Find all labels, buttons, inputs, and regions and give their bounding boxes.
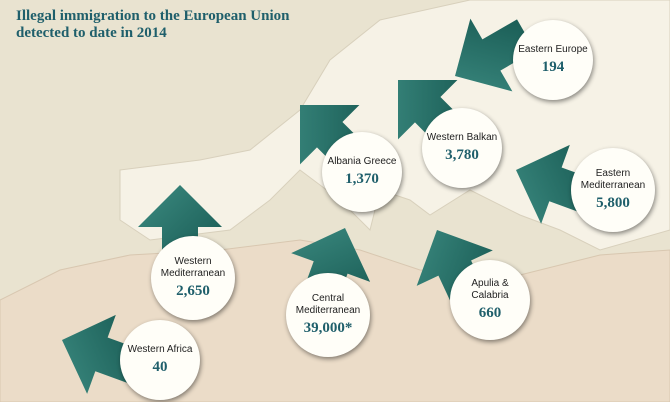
route-bubble: Eastern Mediterranean 5,800 [571, 148, 655, 232]
route-bubble: Eastern Europe 194 [513, 20, 593, 100]
route-name: Apulia & Calabria [471, 278, 509, 301]
route-name: Western Africa [127, 344, 193, 355]
route-value: 1,370 [345, 171, 379, 187]
route-bubble: Apulia & Calabria 660 [450, 260, 530, 340]
route-arrow [138, 185, 222, 267]
route-bubble: Western Mediterranean 2,650 [151, 236, 235, 320]
route-bubble: Central Mediterranean 39,000* [286, 273, 370, 357]
route-value: 5,800 [596, 195, 630, 211]
route-name: Western Balkan [426, 132, 498, 143]
route-bubble: Western Africa 40 [120, 320, 200, 400]
route-bubble: Albania Greece 1,370 [322, 132, 402, 212]
route-name: Eastern Europe [518, 44, 588, 55]
title: Illegal immigration to the European Unio… [16, 8, 290, 41]
route-bubble: Western Balkan 3,780 [422, 108, 502, 188]
route-value: 39,000* [303, 320, 353, 336]
route-value: 660 [478, 305, 502, 321]
route-value: 2,650 [176, 283, 210, 299]
route-value: 40 [152, 359, 168, 375]
route-name: Albania Greece [327, 156, 397, 167]
route-name: Central Mediterranean [295, 293, 361, 316]
route-arrow [455, 18, 536, 92]
route-name: Western Mediterranean [160, 256, 226, 279]
route-value: 194 [541, 59, 565, 75]
route-name: Eastern Mediterranean [580, 168, 646, 191]
route-value: 3,780 [445, 147, 479, 163]
